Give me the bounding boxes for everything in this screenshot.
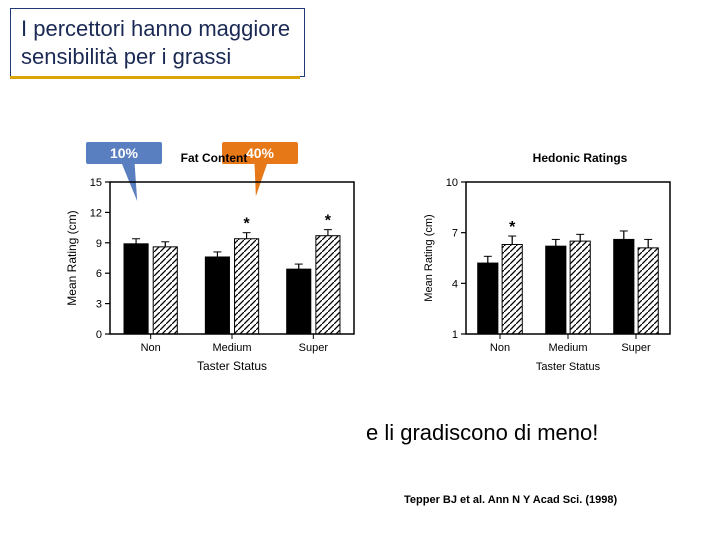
svg-text:15: 15 (90, 177, 102, 189)
svg-text:6: 6 (96, 268, 102, 280)
svg-text:1: 1 (452, 329, 458, 341)
svg-text:Non: Non (490, 342, 510, 354)
slide: I percettori hanno maggiore sensibilità … (0, 0, 720, 540)
svg-text:Mean Rating (cm): Mean Rating (cm) (65, 210, 79, 305)
hedonic-ratings-chart: 1 4 7 10 * Non Medium Super Taster Status Mean Ra… (420, 174, 680, 374)
svg-text:10: 10 (446, 177, 458, 189)
title-box: I percettori hanno maggiore sensibilità … (10, 8, 305, 77)
svg-text:0: 0 (96, 329, 102, 341)
svg-text:12: 12 (90, 207, 102, 219)
title-line-1: I percettori hanno maggiore (21, 15, 290, 43)
citation-text: Tepper BJ et al. Ann N Y Acad Sci. (1998… (404, 494, 617, 506)
svg-text:*: * (325, 213, 332, 230)
title-underline (10, 76, 300, 79)
svg-text:9: 9 (96, 238, 102, 250)
conclusion-text: e li gradiscono di meno! (366, 420, 598, 446)
svg-text:4: 4 (452, 278, 458, 290)
svg-text:*: * (243, 216, 250, 233)
svg-text:Hedonic Ratings: Hedonic Ratings (533, 151, 628, 165)
svg-text:*: * (509, 219, 516, 236)
svg-text:Fat Content: Fat Content (181, 151, 248, 165)
svg-text:Taster Status: Taster Status (536, 361, 601, 373)
svg-text:Mean Rating (cm): Mean Rating (cm) (423, 214, 435, 301)
svg-text:Super: Super (299, 342, 329, 354)
svg-text:3: 3 (96, 299, 102, 311)
svg-text:7: 7 (452, 228, 458, 240)
svg-text:Taster Status: Taster Status (197, 359, 267, 373)
svg-text:Non: Non (141, 342, 161, 354)
svg-text:Medium: Medium (212, 342, 251, 354)
svg-text:Medium: Medium (548, 342, 587, 354)
title-line-2: sensibilità per i grassi (21, 43, 290, 71)
callout-40pct-label: 40% (246, 145, 274, 161)
callout-10pct: 10% (86, 142, 162, 164)
callout-10pct-label: 10% (110, 145, 138, 161)
fat-content-chart: 0 3 6 9 12 15 Non * Medium * Super Taster Status Mea… (64, 174, 364, 374)
svg-text:Super: Super (621, 342, 651, 354)
